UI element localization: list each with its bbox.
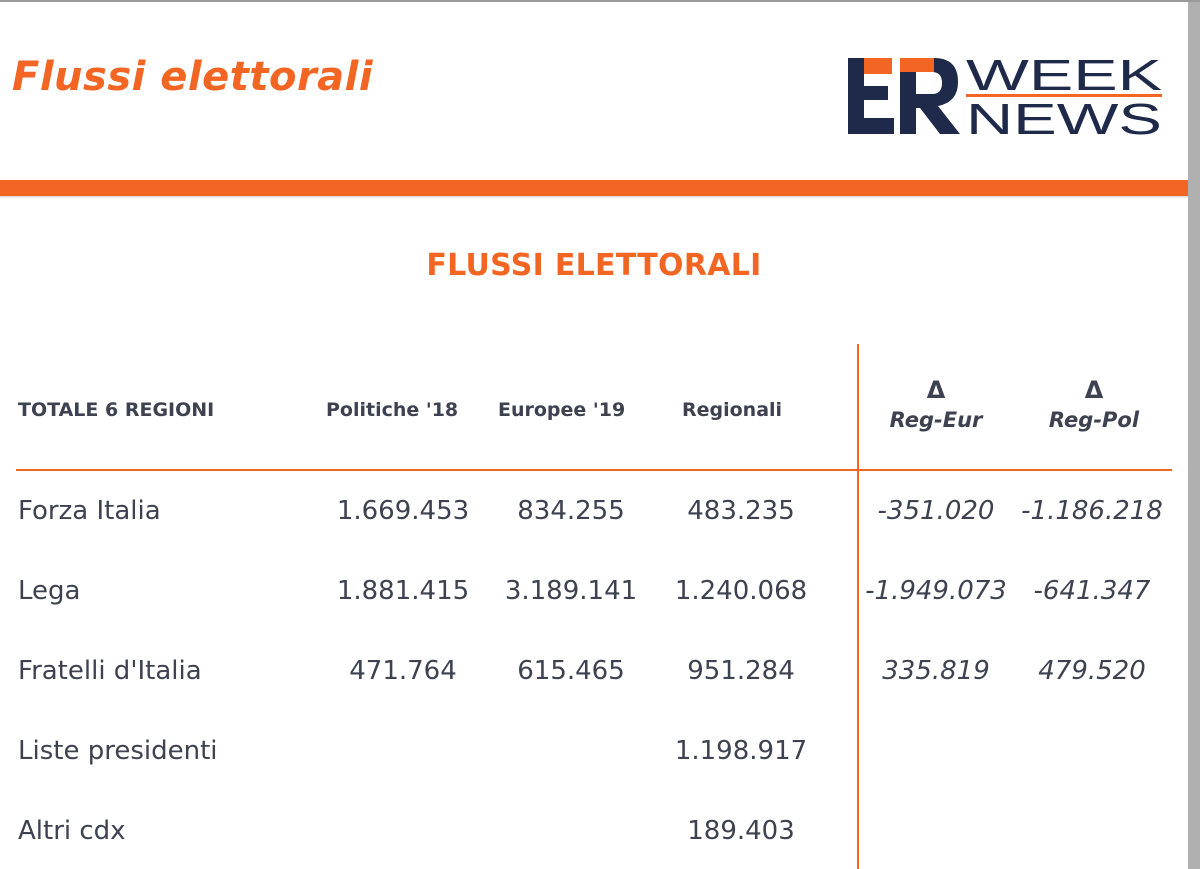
delta-column-separator: [857, 344, 859, 869]
cell-reg-pol: -641.347: [1033, 576, 1151, 606]
header-europee: Europee '19: [498, 399, 626, 421]
cell-europee: 615.465: [517, 656, 625, 686]
cell-regionali: 951.284: [687, 656, 795, 686]
cell-reg-eur: -1.949.073: [865, 576, 1007, 606]
delta-icon: Δ: [1084, 376, 1104, 404]
header-row-separator: [16, 469, 1172, 471]
cell-regionali: 1.198.917: [674, 736, 808, 766]
row-label: Lega: [18, 576, 81, 606]
cell-politiche: 1.881.415: [336, 576, 470, 606]
row-label: Liste presidenti: [18, 736, 218, 766]
row-label: Forza Italia: [18, 496, 161, 526]
row-label: Fratelli d'Italia: [18, 656, 202, 686]
cell-reg-eur: -351.020: [877, 496, 995, 526]
section-title: FLUSSI ELETTORALI: [426, 248, 762, 283]
header-reg-eur-label: Reg-Eur: [889, 408, 983, 432]
cell-politiche: 1.669.453: [336, 496, 470, 526]
cell-europee: 3.189.141: [504, 576, 638, 606]
cell-regionali: 189.403: [687, 816, 795, 846]
divider-shadow: [0, 196, 1188, 199]
header-totale: TOTALE 6 REGIONI: [18, 399, 215, 421]
header-regionali: Regionali: [682, 399, 783, 421]
cell-reg-eur: 335.819: [882, 656, 990, 686]
header-reg-pol-label: Reg-Pol: [1048, 408, 1140, 432]
cell-regionali: 1.240.068: [674, 576, 808, 606]
er-week-news-logo: WEEK NEWS: [848, 52, 1162, 136]
window-edge: [1188, 2, 1200, 869]
row-label: Altri cdx: [18, 816, 126, 846]
cell-regionali: 483.235: [687, 496, 795, 526]
cell-europee: 834.255: [517, 496, 625, 526]
cell-politiche: 471.764: [349, 656, 457, 686]
header-reg-pol: Δ Reg-Pol: [1024, 375, 1164, 435]
logo-news-text: NEWS: [966, 95, 1162, 136]
cell-reg-pol: -1.186.218: [1021, 496, 1163, 526]
page-title: Flussi elettorali: [12, 54, 374, 100]
header-divider: [0, 180, 1188, 196]
delta-icon: Δ: [926, 376, 946, 404]
cell-reg-pol: 479.520: [1038, 656, 1146, 686]
logo-week-text: WEEK: [966, 52, 1162, 100]
header-reg-eur: Δ Reg-Eur: [866, 375, 1006, 435]
header-politiche: Politiche '18: [326, 399, 459, 421]
